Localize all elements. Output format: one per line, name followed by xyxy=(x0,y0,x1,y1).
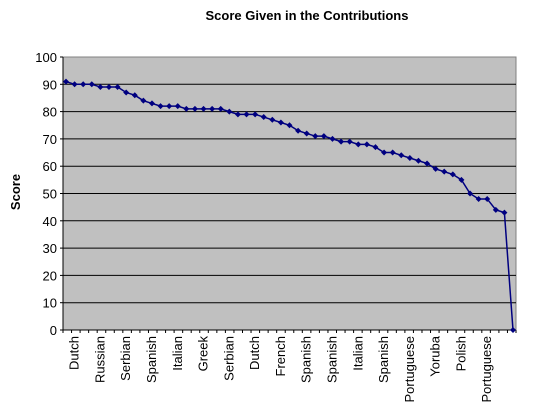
x-tick-label: French xyxy=(273,336,288,376)
x-tick-label: Polish xyxy=(453,336,468,371)
y-tick-label-20: 20 xyxy=(43,268,57,283)
y-tick-label-10: 10 xyxy=(43,296,57,311)
data-point xyxy=(363,141,370,148)
y-tick-label-80: 80 xyxy=(43,105,57,120)
data-point xyxy=(131,92,138,99)
data-point xyxy=(432,165,439,172)
data-point xyxy=(88,81,95,88)
data-point xyxy=(338,138,345,145)
x-tick-label: Portuguese xyxy=(479,336,494,403)
y-tick-label-70: 70 xyxy=(43,132,57,147)
x-tick-label: Serbian xyxy=(118,336,133,381)
data-point xyxy=(166,103,173,110)
x-tick-label: Serbian xyxy=(221,336,236,381)
x-tick-label: Portuguese xyxy=(402,336,417,403)
data-point xyxy=(226,108,233,115)
data-point xyxy=(252,111,259,118)
data-point xyxy=(346,138,353,145)
x-tick-label: Italian xyxy=(350,336,365,371)
data-point xyxy=(303,130,310,137)
y-tick-label-40: 40 xyxy=(43,214,57,229)
data-point xyxy=(123,89,130,96)
y-tick-label-0: 0 xyxy=(50,323,57,338)
data-point xyxy=(406,155,413,162)
data-point xyxy=(467,190,474,197)
grid-lines xyxy=(63,83,516,304)
data-point xyxy=(234,111,241,118)
data-point xyxy=(484,195,491,202)
data-point xyxy=(355,141,362,148)
data-point xyxy=(286,122,293,129)
series xyxy=(63,78,516,333)
data-point xyxy=(97,84,104,91)
data-point xyxy=(148,100,155,107)
data-point xyxy=(458,176,465,183)
data-point xyxy=(105,84,112,91)
data-point xyxy=(501,209,508,216)
data-point xyxy=(510,327,516,333)
data-point xyxy=(329,135,336,142)
x-tick-labels: Dutch Russian Serbian Spanish Italian Greek Se… xyxy=(67,335,495,402)
data-point xyxy=(398,152,405,159)
data-point xyxy=(492,206,499,213)
x-tick-label: Spanish xyxy=(376,336,391,383)
data-point xyxy=(441,168,448,175)
data-point xyxy=(260,114,267,121)
x-tick-label: Yoruba xyxy=(428,335,443,376)
x-tick-label: Italian xyxy=(170,336,185,371)
data-point xyxy=(424,160,431,167)
data-point xyxy=(80,81,87,88)
x-tick-label: Spanish xyxy=(144,336,159,383)
y-axis-label: Score xyxy=(8,174,23,210)
data-point xyxy=(243,111,250,118)
y-tick-label-90: 90 xyxy=(43,77,57,92)
data-point xyxy=(174,103,181,110)
data-point xyxy=(475,195,482,202)
data-point xyxy=(63,78,69,85)
data-point xyxy=(157,103,164,110)
data-point xyxy=(415,157,422,164)
data-point xyxy=(312,133,319,140)
data-point xyxy=(372,144,379,151)
data-point xyxy=(269,116,276,123)
x-tick-label: Spanish xyxy=(324,336,339,383)
data-point xyxy=(449,171,456,178)
y-tick-label-100: 100 xyxy=(35,50,57,65)
y-tick-label-50: 50 xyxy=(43,187,57,202)
data-point xyxy=(183,105,190,112)
x-tick-label: Dutch xyxy=(67,336,82,370)
x-tick-label: Russian xyxy=(92,336,107,383)
data-point xyxy=(217,105,224,112)
y-tick-label-30: 30 xyxy=(43,241,57,256)
data-point xyxy=(295,127,302,134)
data-point xyxy=(320,133,327,140)
data-point xyxy=(140,97,147,104)
axes xyxy=(60,56,517,333)
data-point xyxy=(381,149,388,156)
data-point xyxy=(209,105,216,112)
y-tick-labels: 0 10 20 30 40 50 60 70 80 90 100 xyxy=(35,50,57,338)
data-point xyxy=(277,119,284,126)
x-tick-label: Spanish xyxy=(299,336,314,383)
x-tick-label: Greek xyxy=(196,336,211,372)
data-point xyxy=(389,149,396,156)
data-point xyxy=(71,81,78,88)
data-point xyxy=(191,105,198,112)
y-tick-label-60: 60 xyxy=(43,159,57,174)
chart-title: Score Given in the Contributions xyxy=(206,8,409,23)
data-point xyxy=(114,84,121,91)
x-tick-label: Dutch xyxy=(247,336,262,370)
data-point xyxy=(200,105,207,112)
